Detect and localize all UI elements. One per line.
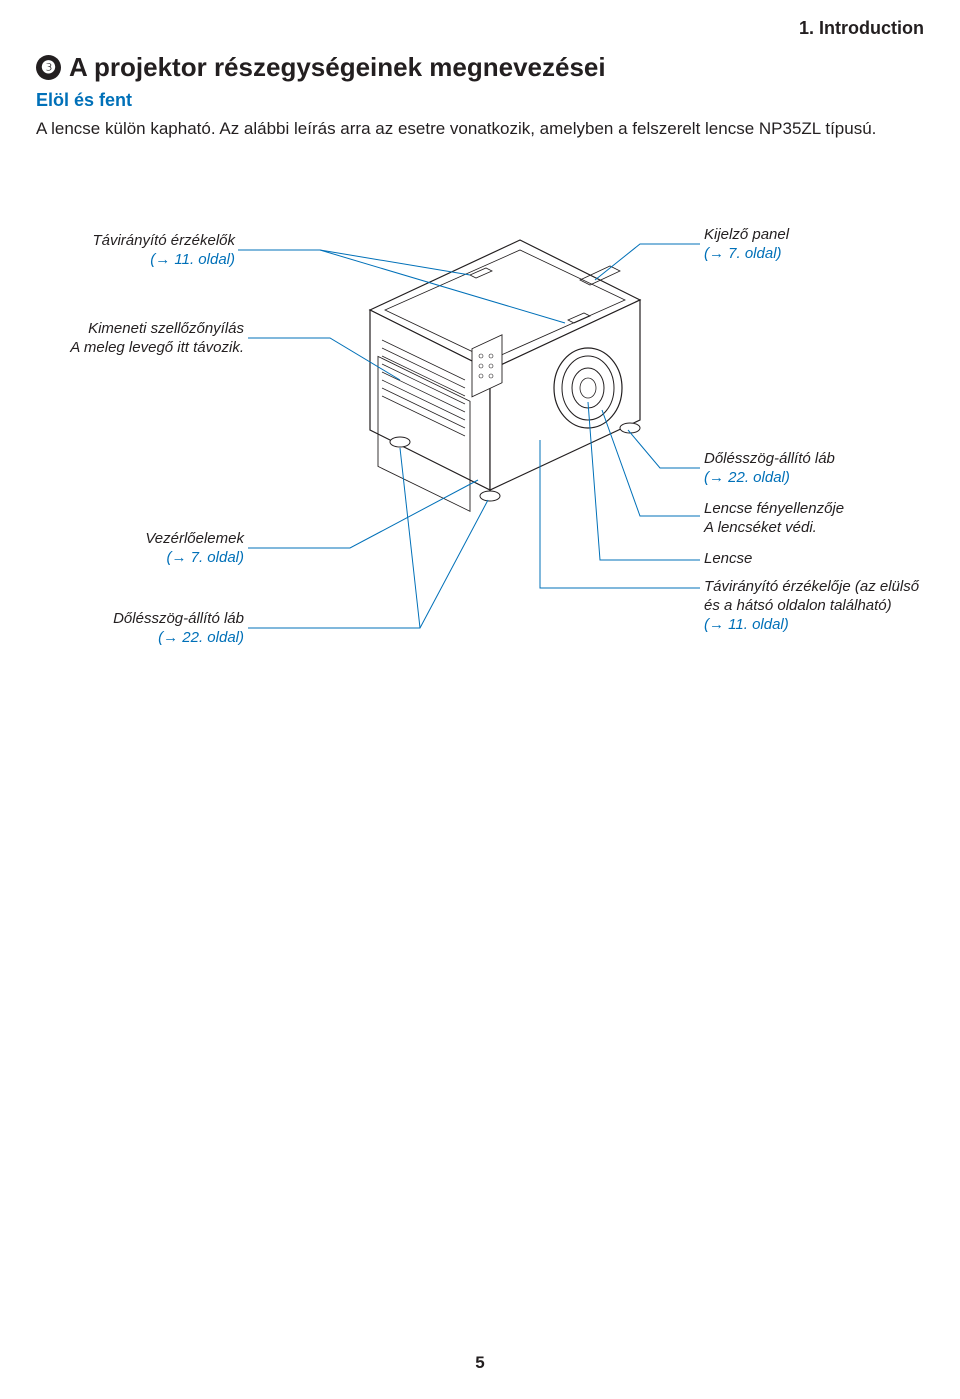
chapter-header: 1. Introduction bbox=[799, 18, 924, 39]
section-badge: ❸ bbox=[36, 55, 61, 80]
section-title-row: ❸ A projektor részegységeinek megnevezés… bbox=[36, 52, 606, 83]
page-number: 5 bbox=[0, 1353, 960, 1373]
callout-indicator-panel: Kijelző panel (→ 7. oldal) bbox=[704, 226, 789, 264]
callout-label: Lencse bbox=[704, 550, 752, 567]
section-subtitle: Elöl és fent bbox=[36, 90, 132, 111]
projector-illustration bbox=[330, 220, 670, 560]
callout-sub: A lencséket védi. bbox=[704, 519, 817, 536]
callout-label: Távirányító érzékelők bbox=[92, 232, 235, 249]
callout-remote-sensor-fb: Távirányító érzékelője (az elülső és a h… bbox=[704, 578, 934, 634]
callout-label: Vezérlőelemek bbox=[145, 530, 244, 547]
callout-label: Dőlésszög-állító láb bbox=[704, 450, 835, 467]
callout-label: Kijelző panel bbox=[704, 226, 789, 243]
callout-ref: (→ 22. oldal) bbox=[704, 469, 790, 486]
callout-ref: (→ 11. oldal) bbox=[704, 616, 789, 633]
callout-sub: A meleg levegő itt távozik. bbox=[70, 339, 244, 356]
section-title: A projektor részegységeinek megnevezései bbox=[69, 52, 606, 83]
callout-label: Távirányító érzékelője (az elülső és a h… bbox=[704, 578, 919, 614]
callout-ref: (→ 7. oldal) bbox=[166, 549, 244, 566]
callout-tilt-foot-right: Dőlésszög-állító láb (→ 22. oldal) bbox=[704, 450, 835, 488]
callout-label: Lencse fényellenzője bbox=[704, 500, 844, 517]
callout-lens-hood: Lencse fényellenzője A lencséket védi. bbox=[704, 500, 844, 538]
callout-ref: (→ 11. oldal) bbox=[150, 251, 235, 268]
callout-controls: Vezérlőelemek (→ 7. oldal) bbox=[140, 530, 244, 568]
callout-tilt-foot-left: Dőlésszög-állító láb (→ 22. oldal) bbox=[100, 610, 244, 648]
diagram-area: Távirányító érzékelők (→ 11. oldal) Kije… bbox=[0, 180, 960, 780]
callout-ref: (→ 22. oldal) bbox=[158, 629, 244, 646]
callout-ref: (→ 7. oldal) bbox=[704, 245, 782, 262]
section-body: A lencse külön kapható. Az alábbi leírás… bbox=[36, 118, 924, 141]
callout-lens: Lencse bbox=[704, 550, 752, 569]
callout-remote-sensors: Távirányító érzékelők (→ 11. oldal) bbox=[90, 232, 235, 270]
callout-exhaust-vent: Kimeneti szellőzőnyílás A meleg levegő i… bbox=[68, 320, 244, 358]
callout-label: Dőlésszög-állító láb bbox=[113, 610, 244, 627]
callout-label: Kimeneti szellőzőnyílás bbox=[88, 320, 244, 337]
